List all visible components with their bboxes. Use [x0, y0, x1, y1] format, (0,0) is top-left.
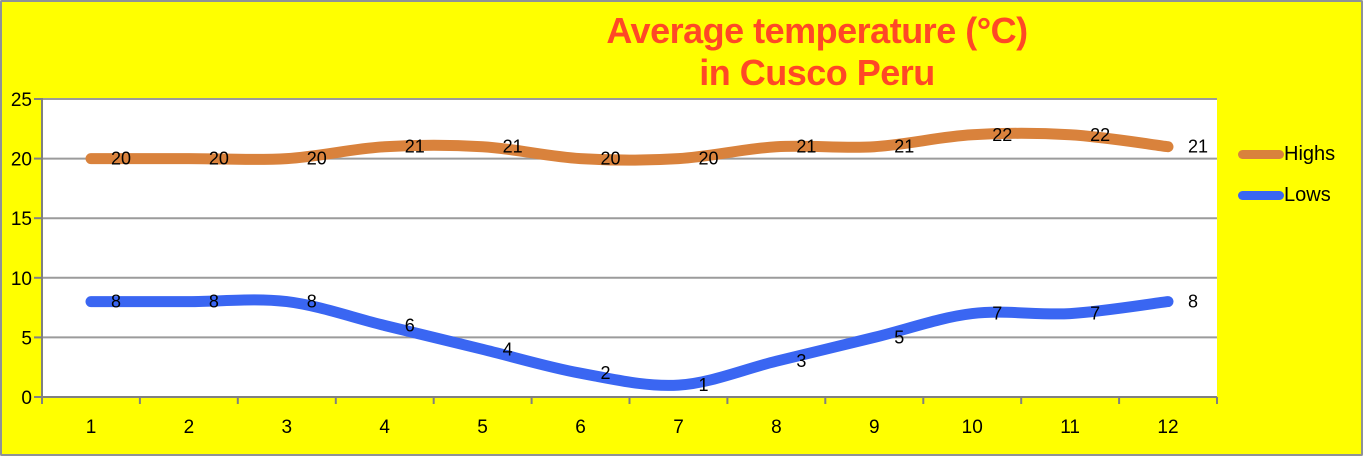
- x-axis-tick-label: 9: [869, 417, 880, 438]
- x-axis-tick-label: 2: [184, 417, 195, 438]
- x-axis-tick-label: 6: [575, 417, 586, 438]
- highs-data-label: 21: [1188, 137, 1208, 157]
- lows-data-label: 1: [699, 375, 709, 395]
- lows-data-label: 5: [894, 327, 904, 347]
- legend-item-lows: Lows: [1238, 183, 1335, 207]
- legend-label-highs: Highs: [1284, 143, 1336, 165]
- lows-data-label: 7: [1090, 304, 1100, 324]
- y-axis-tick-label: 25: [11, 90, 32, 111]
- lows-data-label: 8: [209, 292, 219, 312]
- highs-data-label: 20: [699, 149, 719, 169]
- lows-data-label: 8: [111, 292, 121, 312]
- lows-data-label: 3: [796, 351, 806, 371]
- highs-data-label: 21: [894, 137, 914, 157]
- highs-line-marker-icon: [1238, 149, 1284, 159]
- x-axis-tick-label: 1: [86, 417, 97, 438]
- lows-data-label: 7: [992, 304, 1002, 324]
- lows-data-label: 6: [405, 316, 415, 336]
- legend-label-lows: Lows: [1284, 184, 1331, 206]
- highs-line: [85, 127, 1174, 166]
- highs-data-label: 21: [405, 137, 425, 157]
- highs-data-label: 21: [796, 137, 816, 157]
- x-axis-tick-label: 7: [673, 417, 684, 438]
- x-axis-tick-label: 12: [1157, 417, 1178, 438]
- x-axis-tick-label: 8: [771, 417, 782, 438]
- lows-data-label: 2: [601, 363, 611, 383]
- highs-data-label: 20: [307, 149, 327, 169]
- lows-line-marker-icon: [1238, 190, 1284, 200]
- highs-data-label: 20: [111, 149, 131, 169]
- chart-title: Average temperature (°C) in Cusco Peru: [606, 10, 1028, 93]
- highs-data-label: 21: [503, 137, 523, 157]
- x-axis-tick-label: 4: [379, 417, 390, 438]
- plot-background: [42, 99, 1217, 397]
- x-axis-tick-label: 10: [962, 417, 983, 438]
- highs-data-label: 20: [601, 149, 621, 169]
- x-axis-tick-label: 11: [1060, 417, 1080, 438]
- highs-data-label: 20: [209, 149, 229, 169]
- legend: Highs Lows: [1238, 142, 1335, 207]
- x-axis-tick-label: 5: [477, 417, 488, 438]
- y-axis-tick-label: 20: [11, 150, 32, 171]
- highs-data-label: 22: [992, 125, 1012, 145]
- y-axis-tick-label: 5: [21, 328, 32, 349]
- x-axis-tick-label: 3: [282, 417, 293, 438]
- y-axis-tick-label: 0: [21, 388, 32, 409]
- lows-line: [85, 294, 1174, 391]
- lows-data-label: 8: [1188, 292, 1198, 312]
- highs-data-label: 22: [1090, 125, 1110, 145]
- legend-item-highs: Highs: [1238, 142, 1335, 166]
- y-axis-tick-label: 15: [11, 209, 32, 230]
- lows-data-label: 4: [503, 339, 513, 359]
- lows-data-label: 8: [307, 292, 317, 312]
- y-axis-tick-label: 10: [11, 269, 32, 290]
